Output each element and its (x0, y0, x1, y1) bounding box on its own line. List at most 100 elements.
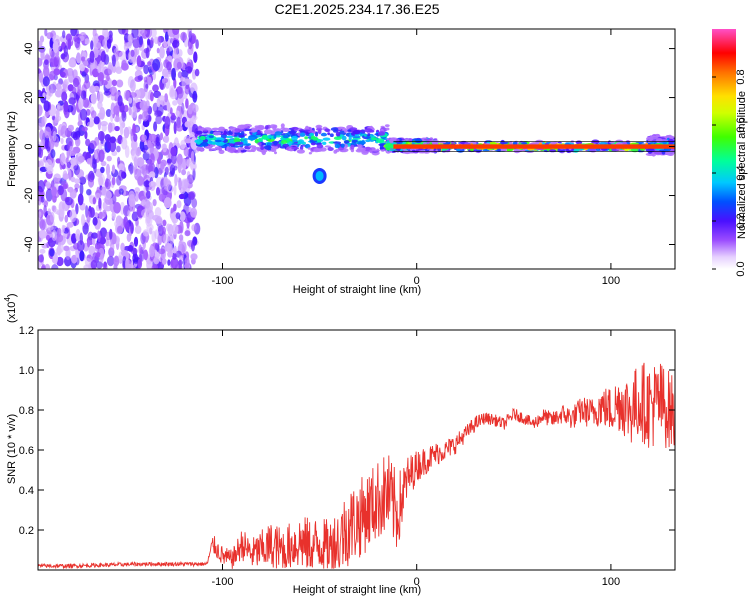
noise-blob (106, 255, 115, 267)
noise-blob (81, 56, 86, 62)
noise-blob (92, 216, 98, 226)
noise-blob (143, 64, 150, 75)
noise-blob (105, 198, 114, 206)
noise-blob (68, 69, 73, 78)
noise-blob (93, 36, 97, 49)
signal-pixel (365, 139, 371, 143)
noise-blob (97, 173, 106, 185)
snr-xtick-label: 0 (414, 576, 420, 588)
noise-blob (63, 100, 69, 113)
noise-blob (150, 29, 157, 38)
noise-blob (140, 166, 145, 174)
noise-blob (89, 50, 95, 63)
noise-blob (98, 35, 105, 41)
noise-blob (154, 207, 162, 218)
noise-blob (130, 79, 136, 92)
noise-blob (173, 184, 177, 196)
noise-blob (169, 234, 174, 247)
noise-blob (169, 107, 173, 115)
signal-pixel (661, 151, 666, 155)
noise-blob (96, 230, 101, 243)
noise-blob (129, 92, 137, 98)
noise-blob (106, 74, 110, 82)
snr-xlabel: Height of straight line (km) (293, 584, 421, 596)
noise-blob (41, 264, 46, 269)
signal-pixel (255, 133, 263, 136)
signal-pixel (257, 142, 262, 146)
signal-pixel (513, 141, 518, 146)
signal-pixel (200, 148, 205, 152)
noise-blob (70, 157, 77, 166)
noise-blob (139, 29, 148, 36)
signal-pixel (497, 148, 501, 152)
noise-blob (118, 51, 127, 61)
signal-pixel (223, 132, 227, 136)
noise-blob (152, 199, 157, 207)
noise-blob (51, 264, 59, 269)
noise-blob (49, 248, 55, 257)
noise-blob (55, 158, 61, 164)
noise-blob (49, 211, 55, 223)
noise-blob (45, 181, 51, 189)
noise-blob (59, 208, 65, 218)
noise-blob (43, 204, 47, 217)
signal-pixel (244, 128, 252, 131)
noise-blob (52, 34, 61, 45)
noise-blob (97, 130, 105, 142)
signal-pixel (371, 149, 381, 152)
noise-blob (62, 30, 66, 39)
signal-pixel (377, 131, 386, 136)
noise-blob (166, 61, 172, 71)
spectrogram-xtick-label: 0 (414, 275, 420, 287)
noise-blob (147, 38, 151, 46)
noise-blob (176, 142, 181, 149)
noise-blob (88, 245, 96, 256)
noise-blob (99, 236, 107, 245)
noise-blob (121, 62, 129, 71)
signal-pixel (364, 128, 373, 133)
spectrogram-ticks: -100 0 100 -40 -20 0 20 40 (23, 29, 675, 287)
noise-blob (81, 71, 87, 78)
noise-blob (84, 130, 88, 140)
noise-blob (60, 188, 68, 202)
noise-blob (148, 171, 156, 179)
noise-blob (123, 90, 131, 101)
noise-blob (164, 93, 169, 103)
noise-blob (38, 211, 42, 219)
noise-blob (58, 78, 63, 85)
noise-blob (63, 183, 69, 190)
noise-blob (147, 61, 152, 67)
noise-blob (154, 229, 159, 240)
noise-blob (185, 98, 189, 109)
spectrogram-ytick-label: 0 (23, 143, 35, 149)
noise-blob (113, 255, 120, 267)
spectrogram-ytick-label: -40 (23, 237, 35, 253)
noise-blob (100, 166, 105, 174)
signal-pixel (248, 145, 257, 148)
noise-blob (160, 162, 165, 170)
noise-blob (155, 136, 160, 143)
noise-blob (150, 180, 154, 187)
signal-pixel (375, 138, 385, 144)
noise-blob (38, 217, 44, 229)
noise-blob (116, 79, 124, 88)
signal-pixel (438, 140, 447, 144)
signal-pixel (204, 145, 212, 149)
spectrogram-ytick-label: 40 (23, 42, 35, 54)
noise-blob (101, 80, 108, 86)
noise-blob (70, 29, 77, 37)
noise-blob (133, 156, 138, 168)
noise-blob (60, 137, 64, 145)
noise-blob (75, 29, 79, 37)
noise-blob (60, 125, 68, 138)
noise-blob (48, 89, 53, 97)
signal-pixel (210, 144, 216, 147)
noise-blob (38, 70, 44, 83)
noise-blob (63, 78, 70, 85)
noise-blob (97, 63, 102, 74)
noise-blob (191, 240, 195, 252)
spectrogram-ytick-label: -20 (23, 188, 35, 204)
noise-blob (83, 80, 91, 90)
noise-blob (141, 134, 147, 141)
